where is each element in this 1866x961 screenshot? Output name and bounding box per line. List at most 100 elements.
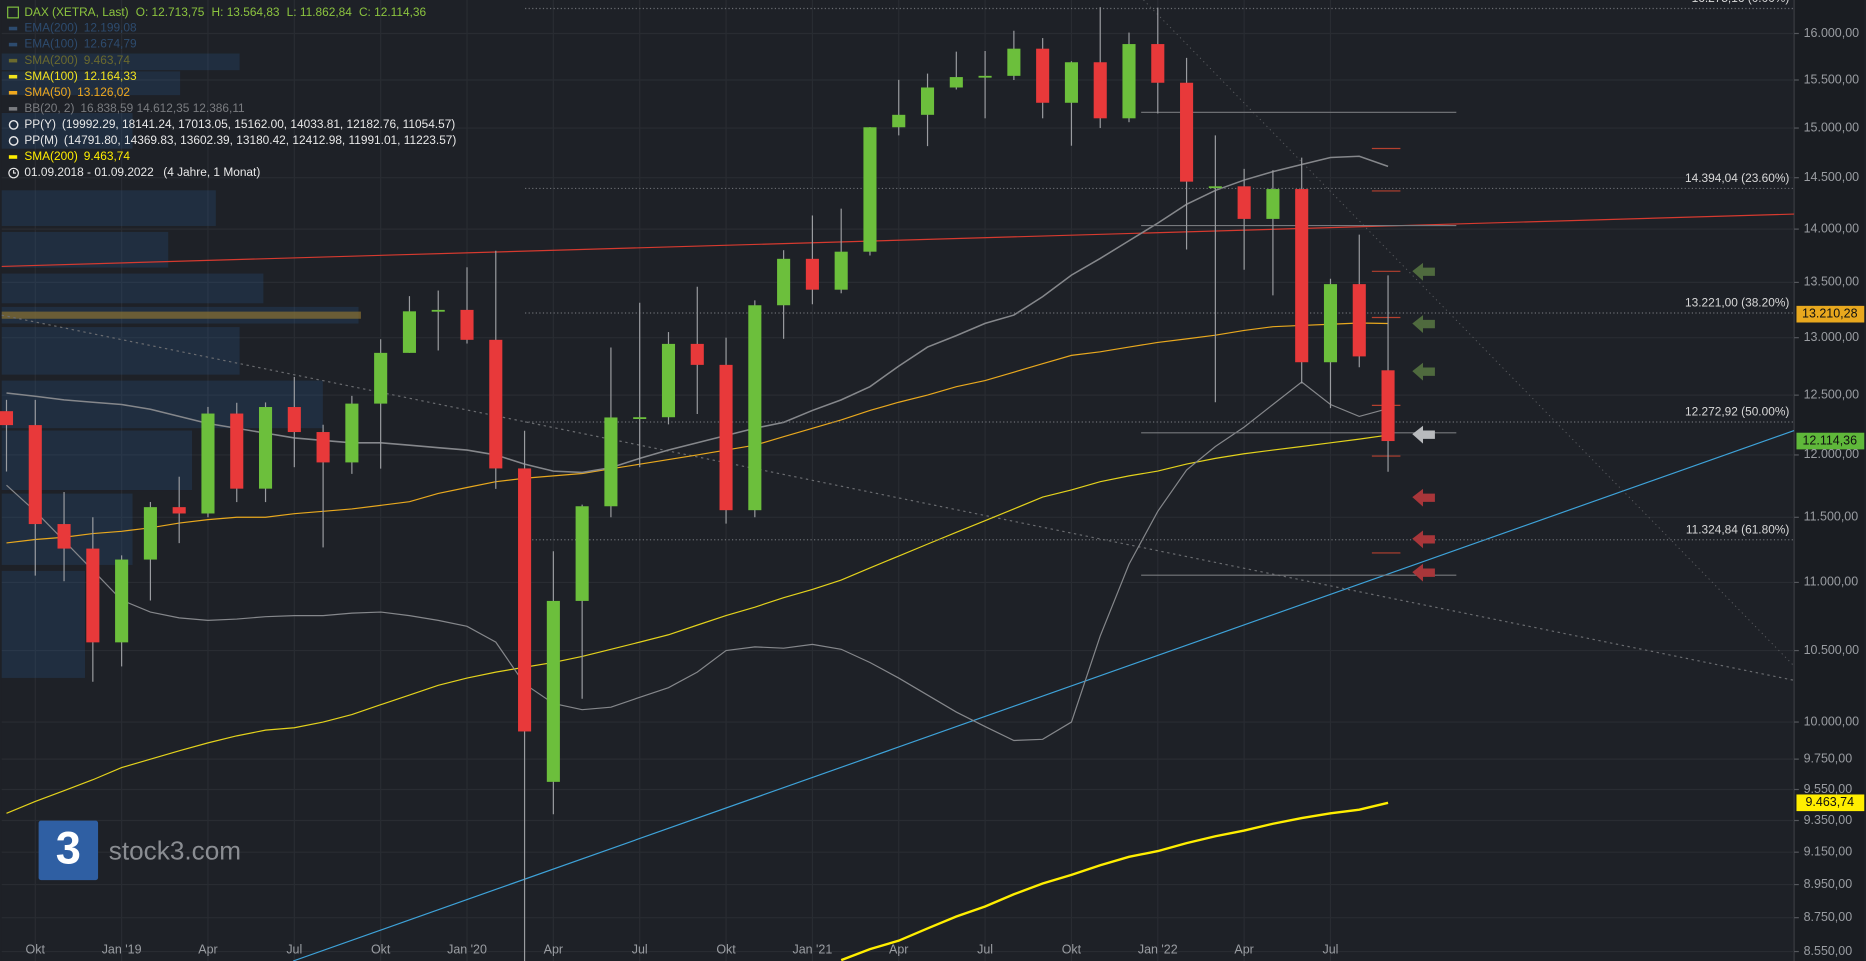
legend: DAX (XETRA, Last) O: 12.713,75 H: 13.564,8… [7, 5, 456, 179]
x-tick-label: Jan '19 [102, 943, 142, 957]
candle-body [1295, 189, 1309, 363]
legend-name: SMA(50) [24, 85, 71, 99]
fib-label: 12.272,92 (50.00%) [1685, 405, 1789, 419]
legend-value: (14791.80, 14369.83, 13602.39, 13180.42,… [64, 133, 456, 147]
candle-body [834, 251, 848, 290]
legend-value: 9.463,74 [84, 149, 131, 163]
y-tick-label: 14.000,00 [1804, 221, 1860, 235]
clock-icon [8, 167, 19, 179]
y-tick-label: 11.500,00 [1804, 510, 1859, 524]
legend-name: EMA(200) [24, 21, 78, 35]
legend-value: 12.164,33 [84, 69, 137, 83]
candle-body [258, 407, 273, 489]
indicator-line [6, 434, 1389, 814]
candle-body [546, 600, 560, 782]
legend-value: 12.674,79 [84, 37, 137, 51]
logo-badge [38, 820, 99, 881]
legend-swatch [8, 155, 18, 159]
clock-hands [13, 170, 17, 174]
candle-body [1036, 48, 1050, 103]
x-tick-label: Apr [198, 943, 217, 957]
legend-name: PP(M) [24, 133, 58, 147]
price-tag-label: 9.463,74 [1806, 795, 1855, 809]
legend-name: SMA(100) [24, 69, 78, 83]
candle-body [28, 425, 42, 525]
y-tick-label: 8.750,00 [1804, 910, 1853, 924]
candle-body [489, 339, 503, 469]
price-tag-label: 12.114,36 [1803, 433, 1858, 447]
candle-body [345, 403, 359, 463]
x-tick-label: Apr [889, 943, 908, 957]
legend-name: PP(Y) [24, 117, 56, 131]
candle-body [719, 364, 733, 511]
x-tick-label: Jul [977, 943, 993, 957]
candle-body [805, 258, 819, 290]
legend-swatch [8, 26, 18, 31]
fib-label: 14.394,04 (23.60%) [1685, 171, 1789, 185]
x-tick-label: Apr [544, 943, 563, 957]
x-tick-label: Jan '22 [1138, 943, 1178, 957]
y-tick-label: 10.000,00 [1804, 714, 1860, 728]
legend-value: 9.463,74 [84, 53, 131, 67]
fib-label: 16.275,16 (0.00%) [1692, 0, 1790, 5]
y-tick-label: 16.000,00 [1804, 26, 1860, 40]
y-tick-label: 12.000,00 [1804, 447, 1860, 461]
legend-swatch [8, 42, 18, 47]
x-tick-label: Jul [632, 943, 648, 957]
fib-label: 11.324,84 (61.80%) [1686, 522, 1789, 536]
legend-value: (19992.29, 18141.24, 17013.05, 15162.00,… [62, 117, 455, 131]
candle-body [1180, 82, 1194, 182]
y-tick-label: 8.950,00 [1804, 877, 1853, 891]
x-tick-label: Jan '20 [447, 943, 487, 957]
legend-name: BB(20, 2) [24, 101, 74, 115]
volume-poc [1, 311, 361, 319]
x-tick-label: Jan '21 [792, 943, 832, 957]
logo-text: stock3.com [109, 836, 241, 866]
candle-body [287, 407, 301, 433]
date-range: 01.09.2018 - 01.09.2022 [24, 165, 153, 179]
header-symbol: DAX (XETRA, Last) [24, 5, 128, 19]
legend-name: EMA(100) [24, 37, 78, 51]
indicator-line [840, 801, 1389, 961]
candle-body [402, 311, 416, 353]
volume-profile [1, 53, 359, 678]
candle-body [1266, 189, 1280, 219]
candle-body [1352, 284, 1366, 357]
candle-body [1208, 186, 1222, 189]
x-tick-label: Apr [1234, 943, 1253, 957]
candle-body [374, 352, 388, 404]
candle-body [690, 343, 704, 365]
x-tick-label: Okt [371, 943, 391, 957]
legend-swatch [8, 58, 18, 63]
y-tick-label: 9.550,00 [1804, 782, 1853, 796]
price-tag [1796, 432, 1865, 450]
legend-icon [8, 136, 19, 146]
candle-body [604, 417, 618, 507]
candle-body [978, 75, 992, 78]
candle-body [1381, 370, 1395, 442]
candle-body [920, 87, 935, 115]
candle-body [431, 309, 445, 312]
indicators [6, 7, 1795, 961]
x-tick-label: Okt [26, 943, 46, 957]
y-tick-label: 11.000,00 [1804, 575, 1859, 589]
x-tick-label: Jul [1323, 943, 1339, 957]
price-tag [1796, 305, 1865, 323]
legend-name: SMA(200) [24, 53, 78, 67]
overlay: 16.275,16 (0.00%) 14.394,04 (23.60%) 13.22… [1685, 0, 1865, 812]
y-tick-label: 15.500,00 [1804, 72, 1860, 86]
candle-body [0, 411, 14, 426]
legend-swatch [8, 107, 18, 111]
candle-body [57, 524, 71, 549]
header-icon-box [7, 6, 19, 19]
fib-label: 13.221,00 (38.20%) [1685, 296, 1789, 310]
header-ohlc: C: 12.114,36 [359, 5, 427, 19]
plot-background [1, 0, 1795, 961]
candle-body [949, 77, 963, 88]
candle-body [892, 114, 906, 128]
candle-body [172, 507, 186, 514]
price-tag [1796, 794, 1865, 812]
candle-body [86, 548, 100, 643]
legend-value: 13.126,02 [77, 85, 130, 99]
